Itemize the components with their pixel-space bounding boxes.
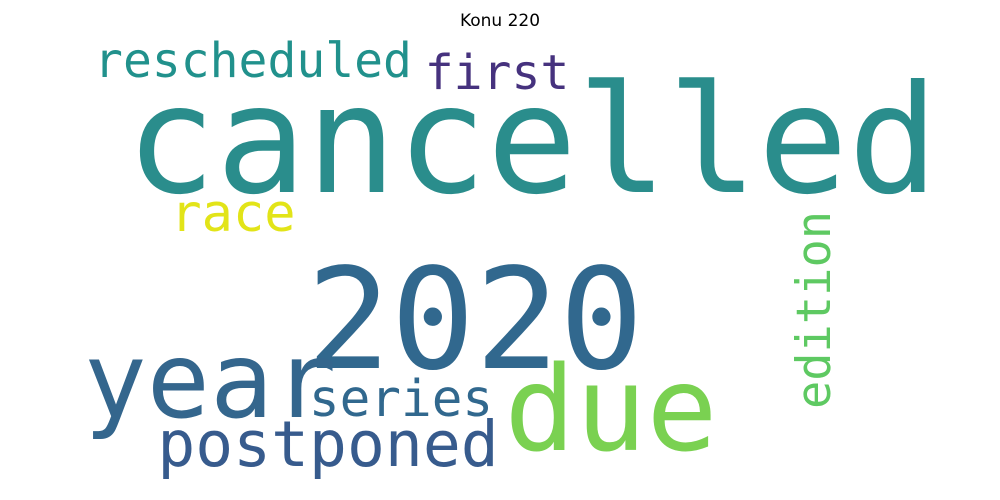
word-postponed: postponed bbox=[157, 408, 498, 481]
word-rescheduled: rescheduled bbox=[94, 33, 412, 89]
word-cancelled: cancelled bbox=[126, 54, 939, 228]
word-first: first bbox=[425, 45, 570, 101]
chart-title: Konu 220 bbox=[459, 11, 541, 31]
word-race: race bbox=[170, 184, 295, 244]
word-2020: 2020 bbox=[306, 239, 643, 402]
word-year: year bbox=[84, 320, 337, 442]
word-due: due bbox=[504, 340, 717, 478]
word-edition: edition bbox=[787, 211, 842, 409]
word-series: series bbox=[309, 370, 493, 429]
